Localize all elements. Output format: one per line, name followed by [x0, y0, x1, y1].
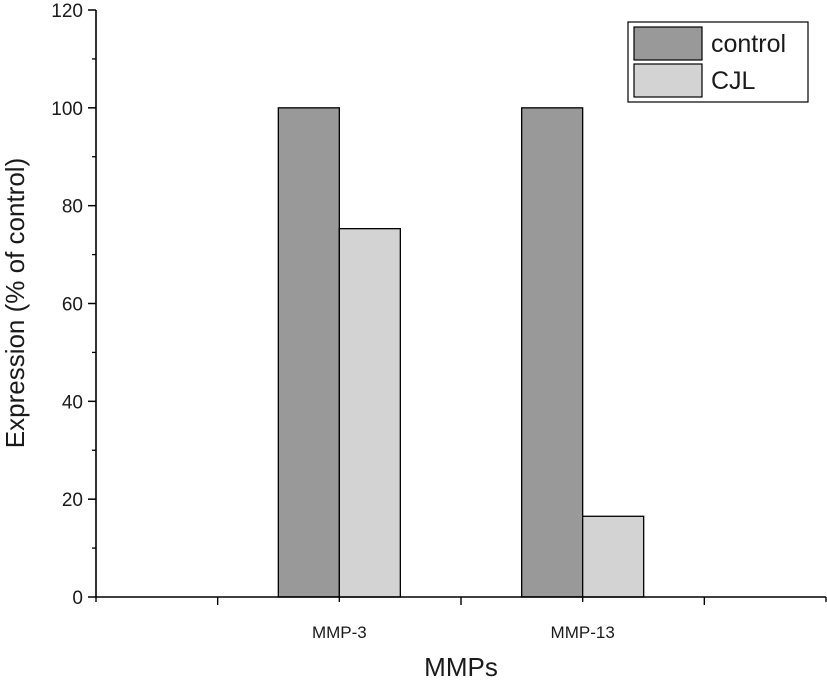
legend-label-cjl: CJL [711, 67, 756, 95]
bar-control-mmp-13 [521, 107, 584, 598]
y-tick-label: 40 [62, 392, 83, 413]
bar-cjl-mmp-3 [338, 228, 401, 598]
bar-control-mmp-3 [277, 107, 340, 598]
y-tick-label: 80 [62, 197, 83, 218]
legend-swatch-control [633, 26, 703, 61]
y-tick-label: 0 [72, 588, 83, 609]
x-category-label: MMP-13 [551, 623, 615, 642]
y-axis-title: Expression (% of control) [0, 158, 30, 448]
bars-layer [277, 107, 645, 598]
y-tick-label: 100 [51, 99, 83, 120]
y-tick-label: 120 [51, 1, 83, 22]
y-tick-label: 60 [62, 295, 83, 316]
legend: control CJL [627, 21, 809, 103]
x-axis: MMP-3 MMP-13 [95, 596, 827, 642]
legend-swatch-cjl [633, 63, 703, 98]
y-axis: 0 20 40 60 80 100 120 [51, 1, 97, 609]
x-category-label: MMP-3 [312, 623, 367, 642]
y-tick-label: 20 [62, 490, 83, 511]
legend-label-control: control [711, 30, 786, 58]
x-axis-title: MMPs [424, 652, 498, 682]
bar-cjl-mmp-13 [582, 515, 645, 598]
